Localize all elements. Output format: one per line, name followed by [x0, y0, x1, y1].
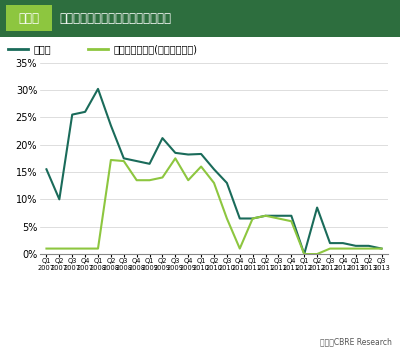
Text: 既存物件空室率(竣工１年以上): 既存物件空室率(竣工１年以上) — [114, 44, 198, 54]
Text: 空室率: 空室率 — [34, 44, 52, 54]
Text: 近畿圏: 近畿圏 — [18, 12, 40, 25]
Bar — [6, 5, 52, 31]
Text: 大型マルチテナント型施設　空室率: 大型マルチテナント型施設 空室率 — [59, 12, 171, 25]
Text: 出所：CBRE Research: 出所：CBRE Research — [320, 337, 392, 346]
